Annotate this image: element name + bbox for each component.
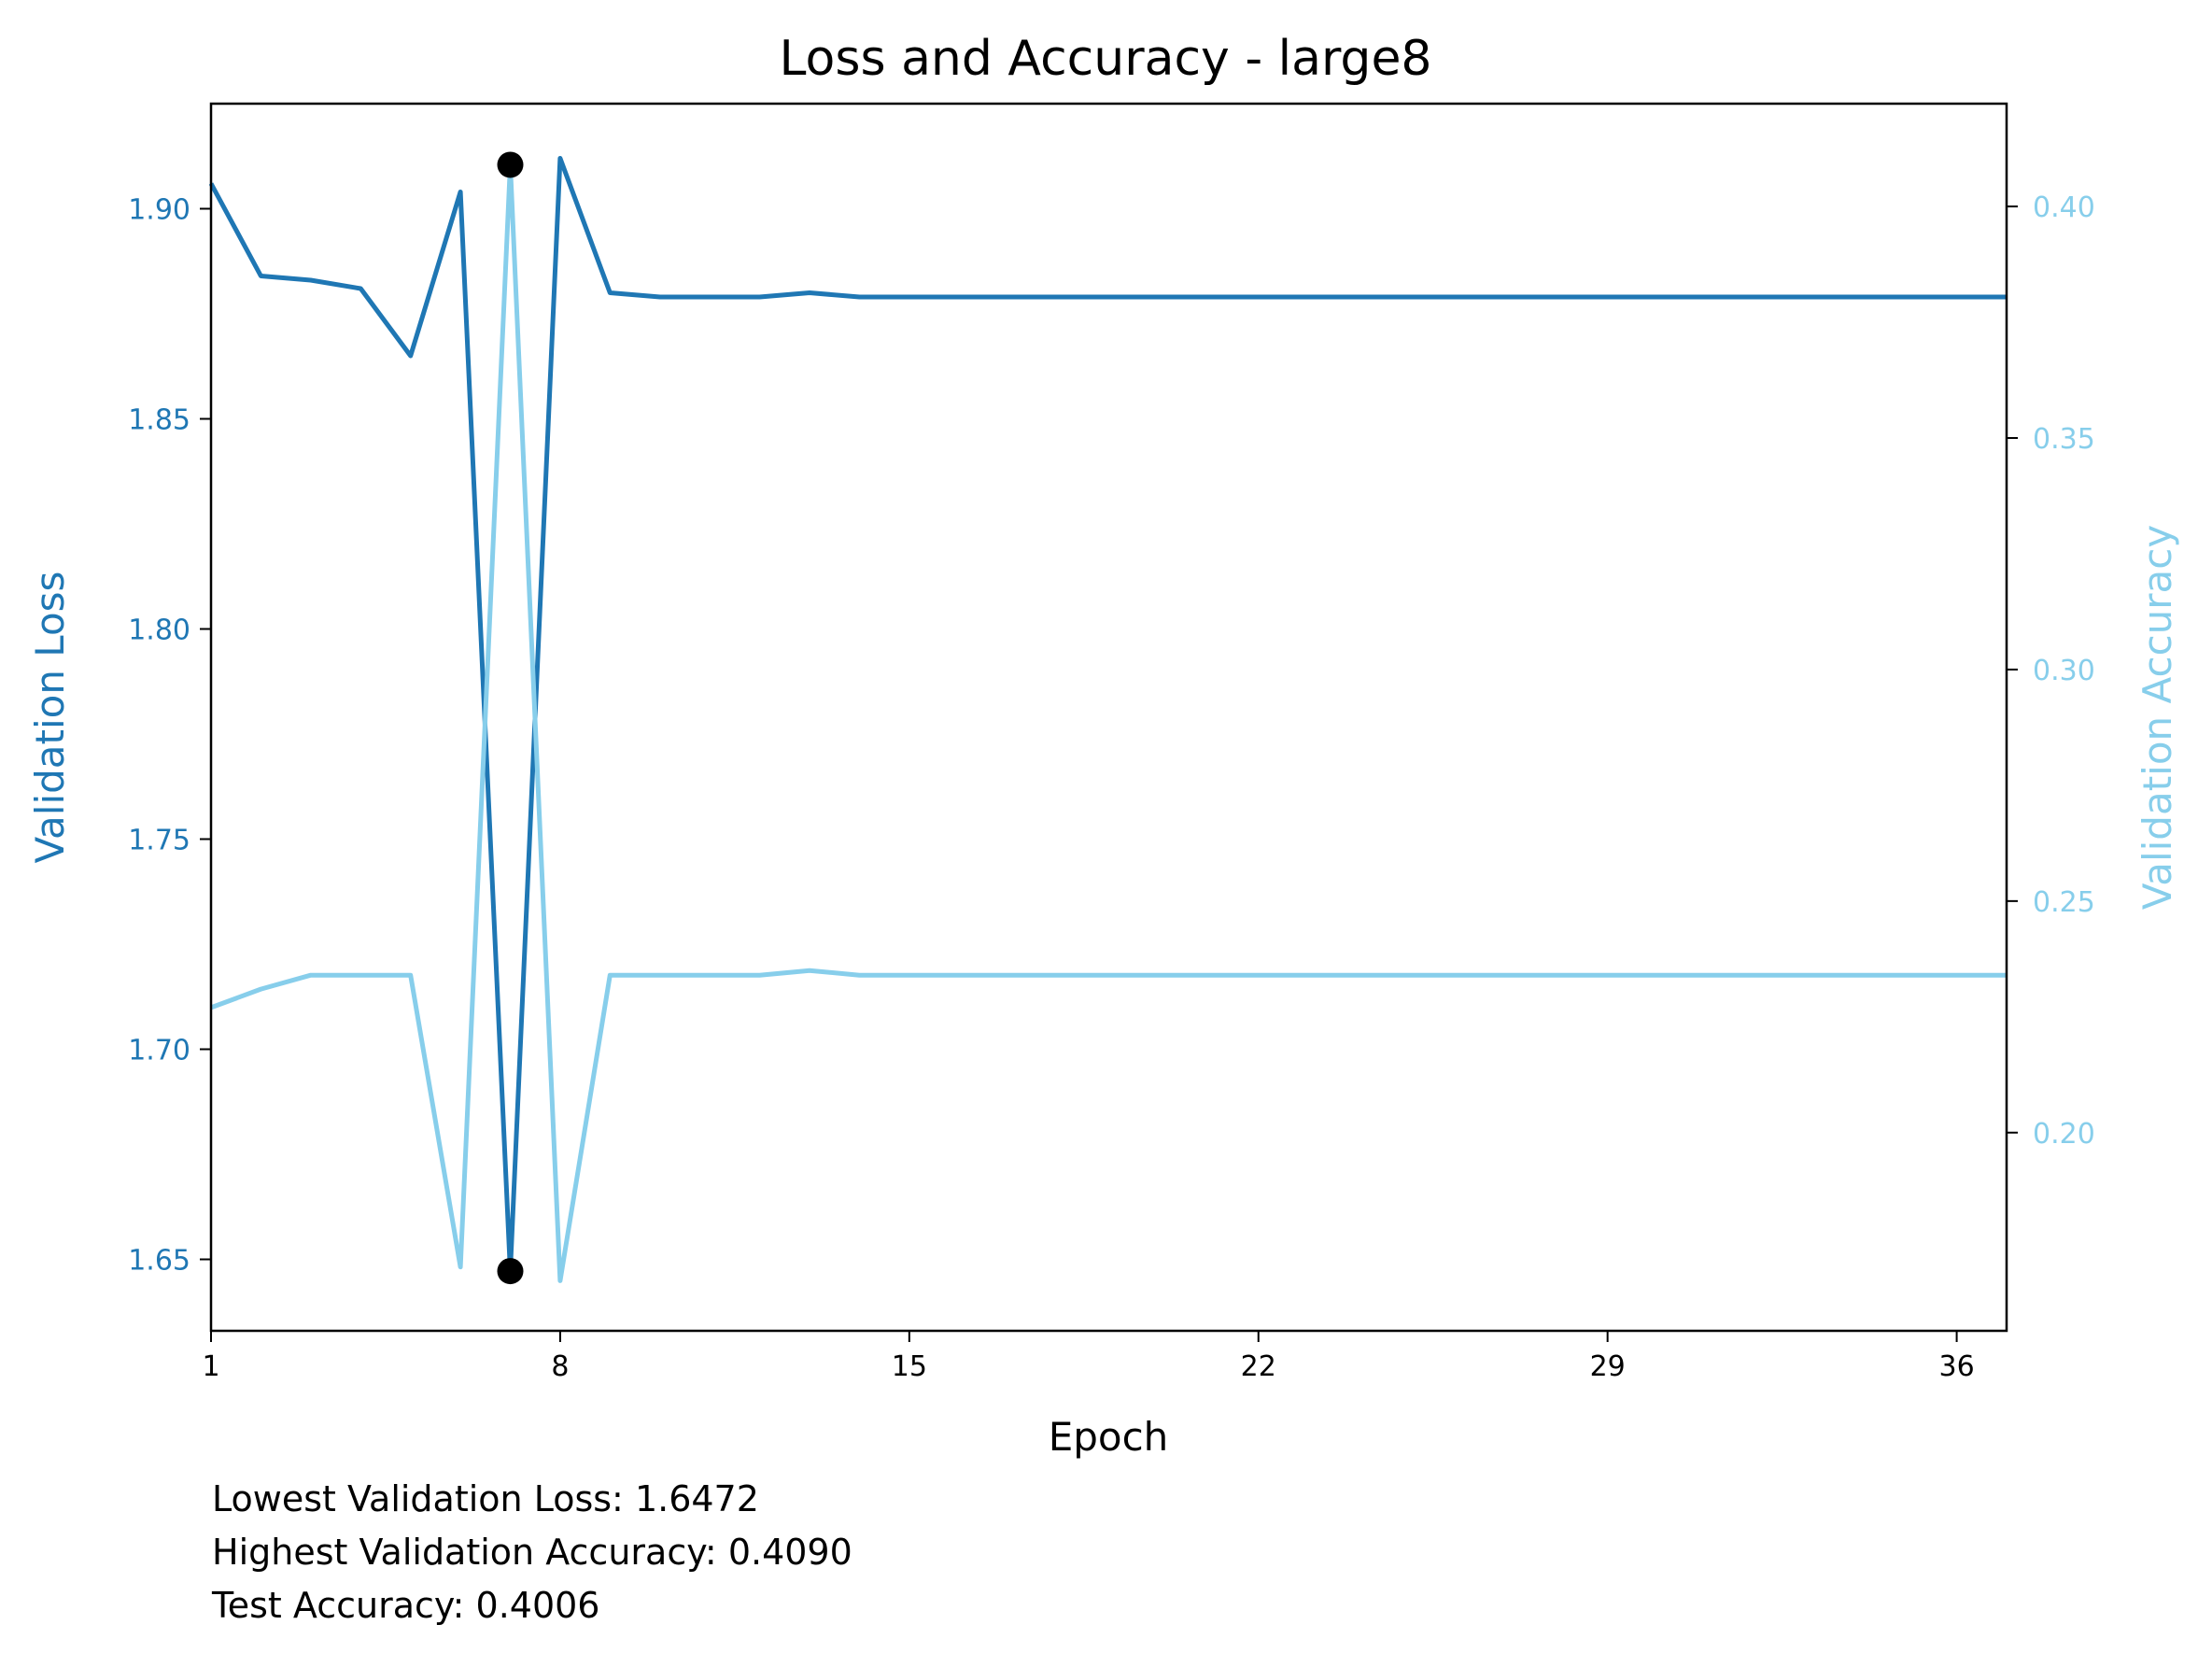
lowest-loss-annotation: Lowest Validation Loss: 1.6472	[212, 1478, 759, 1519]
series-layer	[208, 156, 2007, 1283]
right-y-tick-label: 0.40	[2033, 191, 2095, 224]
right-y-axis: 0.20 0.25 0.30 0.35 0.40	[2007, 191, 2095, 1151]
right-y-tick-label: 0.35	[2033, 423, 2095, 456]
loss-series-line	[208, 156, 2007, 1274]
x-tick-label: 22	[1241, 1350, 1276, 1383]
left-y-tick-label: 1.65	[128, 1245, 190, 1278]
right-y-tick-label: 0.25	[2033, 886, 2095, 919]
x-axis: 1 8 15 22 29 36	[202, 1331, 1975, 1383]
right-y-axis-label: Validation Accuracy	[2135, 525, 2180, 911]
marker-layer	[497, 151, 524, 1285]
plot-frame	[209, 102, 2008, 1333]
chart-title: Loss and Accuracy - large8	[779, 31, 1431, 87]
x-tick-label: 1	[202, 1350, 219, 1383]
left-y-tick-label: 1.75	[128, 825, 190, 857]
left-y-tick-label: 1.70	[128, 1035, 190, 1067]
lowest-loss-marker	[497, 1258, 524, 1285]
right-y-tick-label: 0.30	[2033, 655, 2095, 687]
x-tick-label: 29	[1590, 1350, 1626, 1383]
left-y-axis: 1.65 1.70 1.75 1.80 1.85 1.90	[128, 194, 211, 1278]
x-tick-label: 15	[892, 1350, 927, 1383]
left-y-tick-label: 1.80	[128, 615, 190, 647]
accuracy-series-line	[210, 162, 2007, 1283]
highest-accuracy-annotation: Highest Validation Accuracy: 0.4090	[212, 1532, 852, 1573]
x-tick-label: 8	[551, 1350, 569, 1383]
left-y-axis-label: Validation Loss	[27, 572, 73, 864]
right-y-tick-label: 0.20	[2033, 1118, 2095, 1151]
x-tick-label: 36	[1938, 1350, 1974, 1383]
highest-accuracy-marker	[497, 151, 524, 178]
left-y-tick-label: 1.85	[128, 404, 190, 437]
x-axis-label: Epoch	[1049, 1414, 1169, 1460]
left-y-tick-label: 1.90	[128, 194, 190, 227]
test-accuracy-annotation: Test Accuracy: 0.4006	[211, 1585, 599, 1626]
